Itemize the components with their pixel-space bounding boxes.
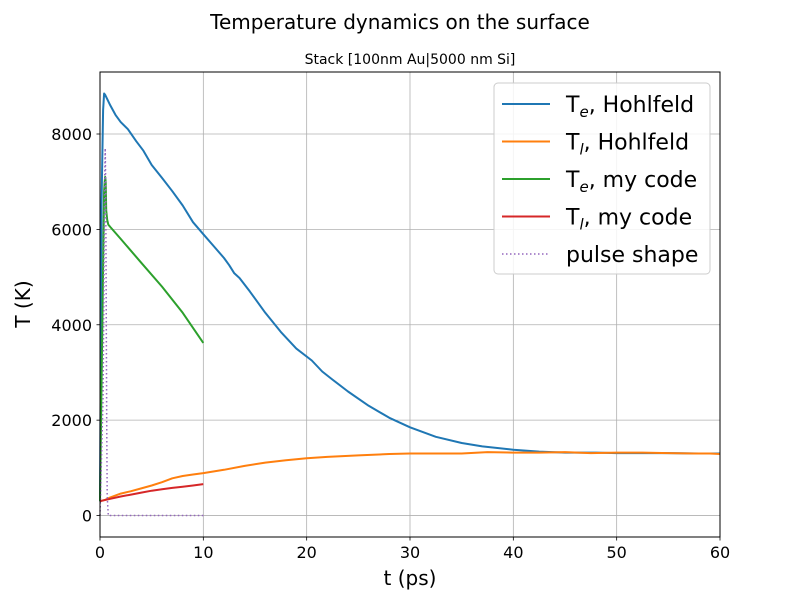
y-tick-label: 2000 bbox=[51, 411, 92, 430]
x-tick-label: 0 bbox=[95, 543, 105, 562]
y-tick-label: 0 bbox=[82, 507, 92, 526]
x-tick-label: 50 bbox=[606, 543, 626, 562]
y-axis-label: T (K) bbox=[11, 280, 35, 328]
series-line-1 bbox=[99, 92, 720, 502]
y-tick-label: 4000 bbox=[51, 316, 92, 335]
legend-label: Tl, my code bbox=[565, 206, 692, 234]
chart-title: Temperature dynamics on the surface bbox=[209, 10, 590, 34]
x-tick-label: 10 bbox=[193, 543, 213, 562]
legend-label: Tl, Hohlfeld bbox=[565, 131, 689, 159]
x-axis: 0 10 20 30 40 50 60 bbox=[95, 537, 730, 562]
x-tick-label: 40 bbox=[503, 543, 523, 562]
y-tick-label: 6000 bbox=[51, 220, 92, 239]
x-axis-label: t (ps) bbox=[384, 566, 437, 590]
legend-label: Te, Hohlfeld bbox=[565, 93, 694, 121]
x-tick-label: 60 bbox=[710, 543, 730, 562]
chart-subtitle: Stack [100nm Au|5000 nm Si] bbox=[305, 52, 516, 68]
series-line-2 bbox=[99, 451, 721, 503]
legend: Te, Hohlfeld Tl, Hohlfeld Te, my code Tl, m… bbox=[493, 82, 711, 275]
series-line-3 bbox=[99, 175, 205, 502]
y-axis: 0 2000 4000 6000 8000 bbox=[51, 125, 100, 526]
y-tick-label: 8000 bbox=[51, 125, 92, 144]
legend-label: Te, my code bbox=[565, 168, 697, 196]
legend-box bbox=[493, 82, 711, 275]
legend-label: pulse shape bbox=[566, 243, 698, 268]
x-tick-label: 20 bbox=[296, 543, 316, 562]
series-line-4 bbox=[99, 483, 204, 503]
series-line-5 bbox=[99, 147, 204, 517]
x-tick-label: 30 bbox=[400, 543, 420, 562]
series-layer bbox=[99, 92, 721, 517]
